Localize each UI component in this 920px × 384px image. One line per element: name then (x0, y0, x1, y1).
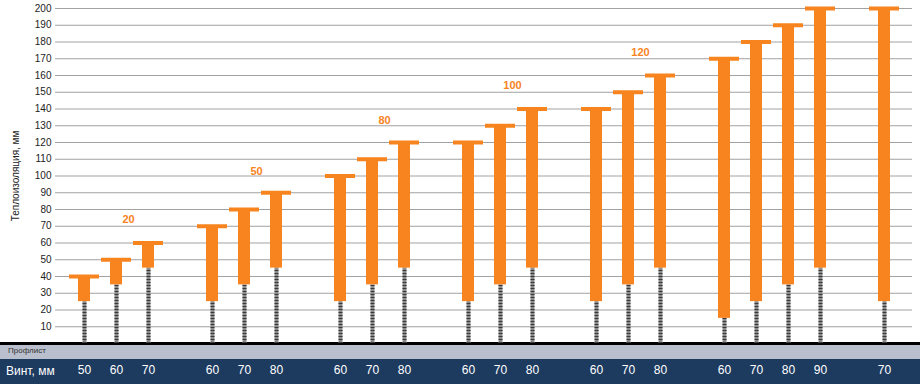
svg-text:50: 50 (250, 164, 262, 176)
svg-text:70: 70 (494, 363, 508, 377)
svg-text:100: 100 (35, 170, 52, 181)
svg-text:10: 10 (40, 321, 52, 332)
svg-text:70: 70 (878, 363, 892, 377)
html-text:Профлист: Профлист (8, 346, 46, 355)
svg-text:80: 80 (40, 204, 52, 215)
svg-text:60: 60 (334, 363, 348, 377)
svg-text:20: 20 (40, 304, 52, 315)
svg-text:70: 70 (238, 363, 252, 377)
svg-text:70: 70 (750, 363, 764, 377)
svg-text:40: 40 (40, 271, 52, 282)
svg-text:80: 80 (654, 363, 668, 377)
svg-text:120: 120 (35, 137, 52, 148)
svg-text:60: 60 (718, 363, 732, 377)
svg-text:50: 50 (40, 254, 52, 265)
svg-text:60: 60 (110, 363, 124, 377)
svg-text:80: 80 (398, 363, 412, 377)
svg-text:80: 80 (270, 363, 284, 377)
svg-text:100: 100 (503, 79, 521, 91)
svg-text:80: 80 (378, 114, 390, 126)
svg-text:190: 190 (35, 19, 52, 30)
svg-text:50: 50 (78, 363, 92, 377)
svg-text:200: 200 (35, 3, 52, 14)
svg-text:60: 60 (206, 363, 220, 377)
svg-text:80: 80 (782, 363, 796, 377)
svg-text:60: 60 (462, 363, 476, 377)
svg-text:130: 130 (35, 120, 52, 131)
svg-text:70: 70 (622, 363, 636, 377)
svg-text:150: 150 (35, 86, 52, 97)
svg-text:60: 60 (590, 363, 604, 377)
svg-text:110: 110 (36, 153, 52, 164)
svg-text:90: 90 (40, 187, 52, 198)
svg-text:90: 90 (814, 363, 828, 377)
svg-text:180: 180 (35, 36, 52, 47)
svg-text:70: 70 (40, 220, 52, 231)
svg-text:170: 170 (35, 53, 52, 64)
html-text:Винт, мм: Винт, мм (6, 364, 55, 378)
svg-text:120: 120 (631, 46, 649, 58)
svg-text:20: 20 (122, 213, 134, 225)
svg-text:160: 160 (35, 70, 52, 81)
svg-text:140: 140 (35, 103, 52, 114)
svg-text:70: 70 (366, 363, 380, 377)
svg-text:60: 60 (40, 237, 52, 248)
svg-text:Теплоизоляция, мм: Теплоизоляция, мм (10, 131, 21, 222)
svg-text:80: 80 (526, 363, 540, 377)
svg-text:70: 70 (142, 363, 156, 377)
svg-text:30: 30 (40, 287, 52, 298)
